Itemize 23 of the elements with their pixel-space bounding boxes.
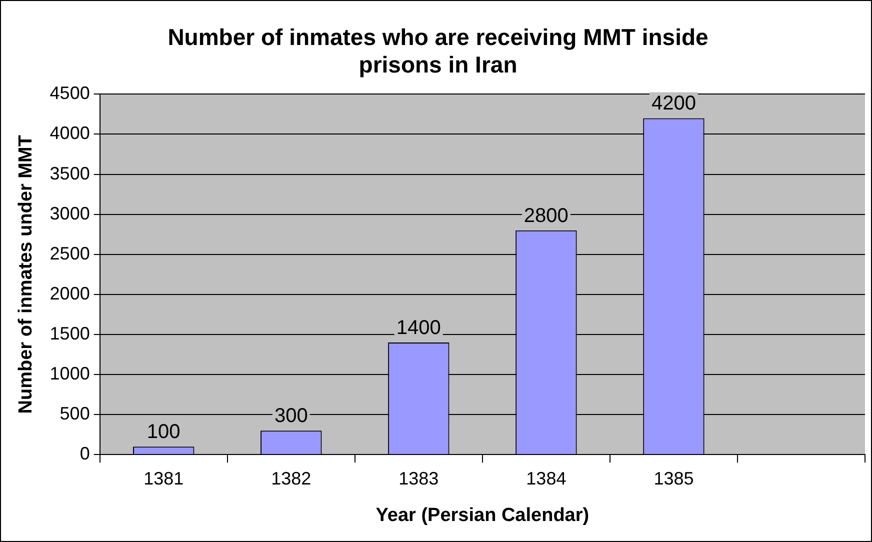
y-tick-label: 2500 xyxy=(50,243,90,264)
y-tick-label: 500 xyxy=(60,404,90,424)
data-label: 1400 xyxy=(396,316,441,339)
y-tick-label: 2000 xyxy=(50,283,90,304)
data-label: 4200 xyxy=(651,92,696,115)
data-label: 100 xyxy=(146,421,180,444)
y-tick-label: 3500 xyxy=(50,163,90,184)
y-tick-label: 1500 xyxy=(50,323,90,344)
y-tick-label: 4000 xyxy=(50,123,90,144)
chart-title: Number of inmates who are receiving MMT inside prisons in Iran xyxy=(168,24,708,78)
x-tick-label: 1383 xyxy=(398,468,439,488)
y-tick-label: 4500 xyxy=(50,83,90,104)
x-tick-label: 1385 xyxy=(654,468,694,488)
data-label: 2800 xyxy=(524,204,568,227)
y-tick-label: 1000 xyxy=(50,363,90,384)
x-axis-title: Year (Persian Calendar) xyxy=(376,504,590,526)
x-tick-label: 1384 xyxy=(526,468,566,488)
y-tick-label: 3000 xyxy=(50,203,90,224)
x-tick-label: 1382 xyxy=(271,468,312,488)
y-tick-label: 0 xyxy=(80,444,90,464)
data-label: 300 xyxy=(274,405,308,428)
y-axis-title: Number of inmates under MMT xyxy=(16,134,37,414)
x-tick-label: 1381 xyxy=(144,468,184,488)
